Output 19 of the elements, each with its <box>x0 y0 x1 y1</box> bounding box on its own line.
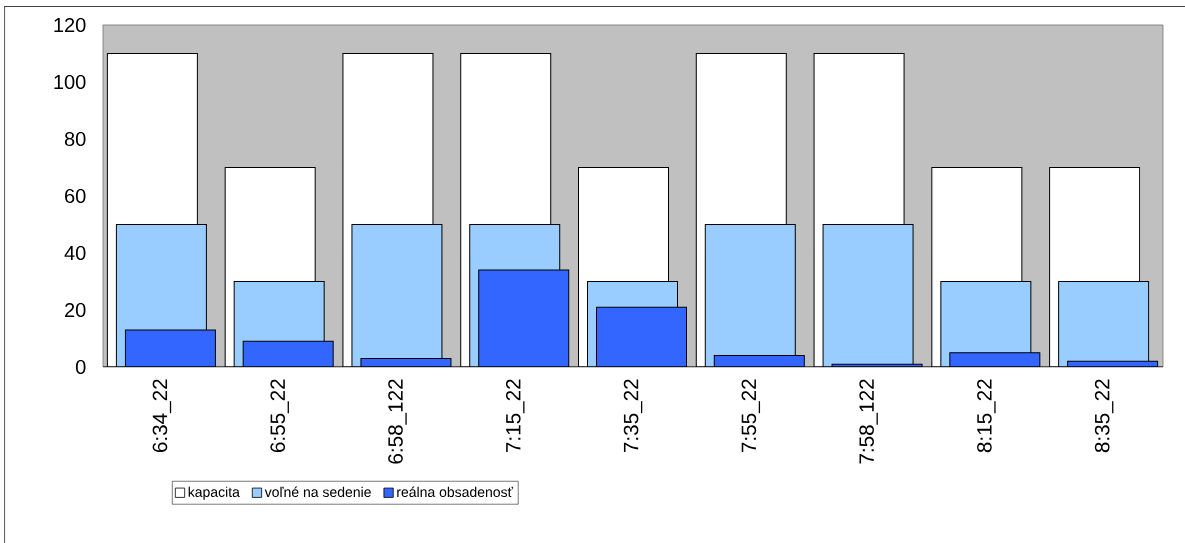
x-tick-label: 7:35_22 <box>623 379 643 453</box>
x-tick-label: 6:34_22 <box>152 379 172 453</box>
y-tick-label: 20 <box>65 302 86 318</box>
y-tick-label: 40 <box>64 245 86 261</box>
x-tick-label: 8:35_22 <box>1094 379 1114 453</box>
y-tick-label: 80 <box>64 131 86 147</box>
x-tick-label: 8:15_22 <box>977 379 996 453</box>
legend-label: voľné na sedenie <box>264 486 371 498</box>
x-tick-label: 7:15_22 <box>505 379 525 453</box>
x-tick-label: 6:58_122 <box>388 379 407 464</box>
y-tick-label: 60 <box>65 188 86 204</box>
y-tick-label: 0 <box>75 359 86 375</box>
y-tick-label: 100 <box>54 74 86 90</box>
y-tick-label: 120 <box>54 17 86 33</box>
x-tick-label: 6:55_22 <box>270 379 289 453</box>
legend-label: kapacita <box>188 486 240 500</box>
x-tick-label: 7:58_122 <box>859 379 878 464</box>
x-tick-label: 7:55_22 <box>741 379 761 453</box>
legend-label: reálna obsadenosť <box>397 486 513 498</box>
